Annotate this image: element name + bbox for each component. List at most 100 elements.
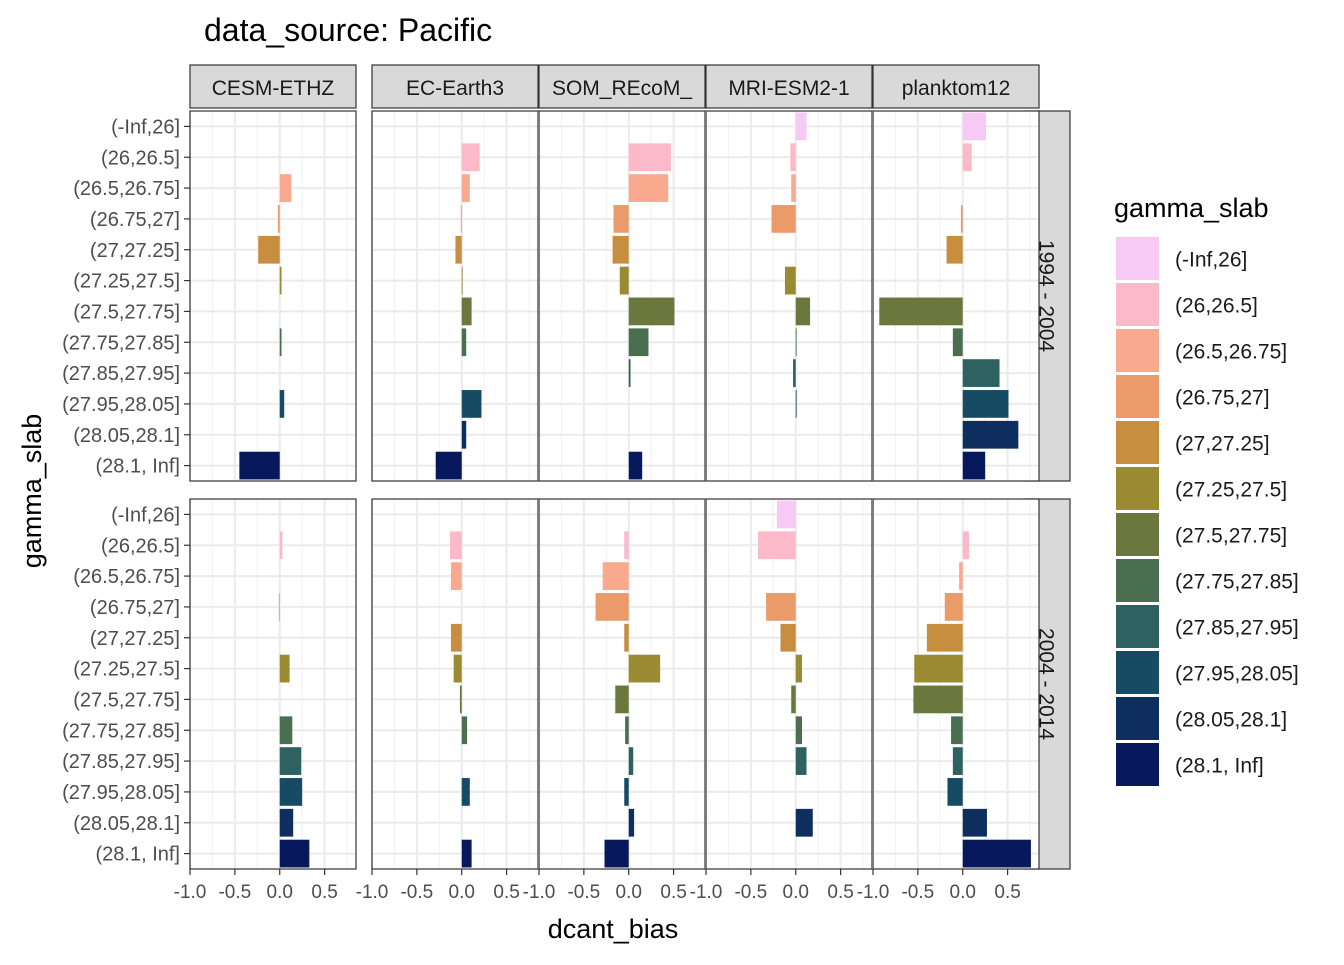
bar [279,531,283,560]
legend-key [1116,559,1159,602]
panel-background [372,499,538,869]
bar [595,593,629,621]
bar [279,716,293,745]
bar [962,112,987,141]
bar [279,328,282,357]
x-tick-label: 0.0 [449,882,475,903]
bar [962,839,1031,868]
bar [461,778,470,806]
facet-panel: (-Inf,26] (26,26.5] (26.5,26.75] (26.75,27]… [62,498,357,903]
bar [780,623,796,652]
panels-layer: CESM-ETHZ EC-Earth3 SOM_REcoM_ MRI-ESM2-1 pl… [62,64,1071,903]
facet-strip [189,64,357,109]
bar [795,297,811,326]
bar [758,531,796,560]
bar [952,747,963,775]
bar [946,235,963,264]
bar [279,390,285,418]
bar [776,500,796,529]
legend-label: (28.1, Inf] [1175,755,1264,778]
bar [795,390,797,418]
panel-border [872,498,1040,870]
bar [615,685,629,714]
x-tick-label: -1.0 [690,882,723,903]
facet-strip [371,64,539,109]
y-tick-label: (27.75,27.85] [62,720,180,742]
bar [624,623,629,652]
bar [944,593,963,621]
bar [624,778,629,806]
panel-background [873,111,1039,481]
facet-strip [705,64,873,109]
legend-label: (28.05,28.1] [1175,709,1287,732]
bar [795,328,797,357]
bar [952,328,963,357]
legend-item: (27.85,27.95] [1116,605,1299,648]
bar [793,359,796,387]
bar [628,297,675,326]
legend-key [1116,513,1159,556]
y-tick-label: (28.05,28.1] [73,813,180,835]
y-tick-label: (26,26.5] [101,147,180,169]
bar [962,420,1019,449]
bar [795,747,807,775]
legend: (-Inf,26] (26,26.5] (26.5,26.75] (26.75,27]… [1116,237,1299,786]
bar [628,359,631,387]
bar [459,685,462,714]
y-tick-label: (27,27.25] [90,240,180,262]
y-tick-label: (28.1, Inf] [96,844,181,866]
x-tick-label: -0.5 [901,882,934,903]
panel-background [706,111,872,481]
x-tick-label: -1.0 [356,882,389,903]
bar [624,531,629,560]
bar [279,654,290,683]
legend-item: (26.5,26.75] [1116,329,1287,372]
bar [455,235,462,264]
bar [795,654,803,683]
legend-key [1116,421,1159,464]
bar [790,143,796,172]
y-axis-title: gamma_slab [17,414,47,569]
legend-label: (27.25,27.5] [1175,479,1287,502]
bar [766,593,796,621]
bar [461,143,480,172]
bar [879,297,963,326]
legend-item: (-Inf,26] [1116,237,1247,280]
legend-label: (27.95,28.05] [1175,663,1299,686]
bar [625,716,629,745]
y-tick-label: (-Inf,26] [111,116,180,138]
facet-strip-label: MRI-ESM2-1 [728,77,849,100]
bar [628,747,634,775]
bar [278,593,280,621]
x-tick-label: -0.5 [734,882,767,903]
bar [926,623,963,652]
legend-key [1116,467,1159,510]
legend-label: (26.75,27] [1175,387,1270,410]
facet-strip-row-label: 2004 - 2014 [1035,628,1058,740]
x-tick-label: 0.5 [660,882,686,903]
bar [959,562,963,590]
legend-item: (27.75,27.85] [1116,559,1299,602]
legend-key [1116,375,1159,418]
bar [239,451,280,480]
legend-key [1116,329,1159,372]
y-tick-label: (27.85,27.95] [62,751,180,773]
bar [771,205,796,233]
y-tick-label: (26.5,26.75] [73,178,180,200]
panel-border [872,110,1040,482]
legend-label: (27,27.25] [1175,433,1270,456]
bar [947,778,963,806]
x-axis-title: dcant_bias [548,914,679,944]
bar [450,623,462,652]
legend-item: (26,26.5] [1116,283,1258,326]
bar [279,839,310,868]
bar [461,266,463,295]
facet-panel: -1.0 -0.5 0.0 0.5 [356,498,539,903]
bar [435,451,462,480]
bar [258,235,280,264]
facet-panel: (-Inf,26] (26,26.5] (26.5,26.75] (26.75,27]… [62,110,357,482]
bar [602,562,629,590]
legend-item: (28.05,28.1] [1116,697,1287,740]
facet-strip-label: SOM_REcoM_ [552,77,692,100]
